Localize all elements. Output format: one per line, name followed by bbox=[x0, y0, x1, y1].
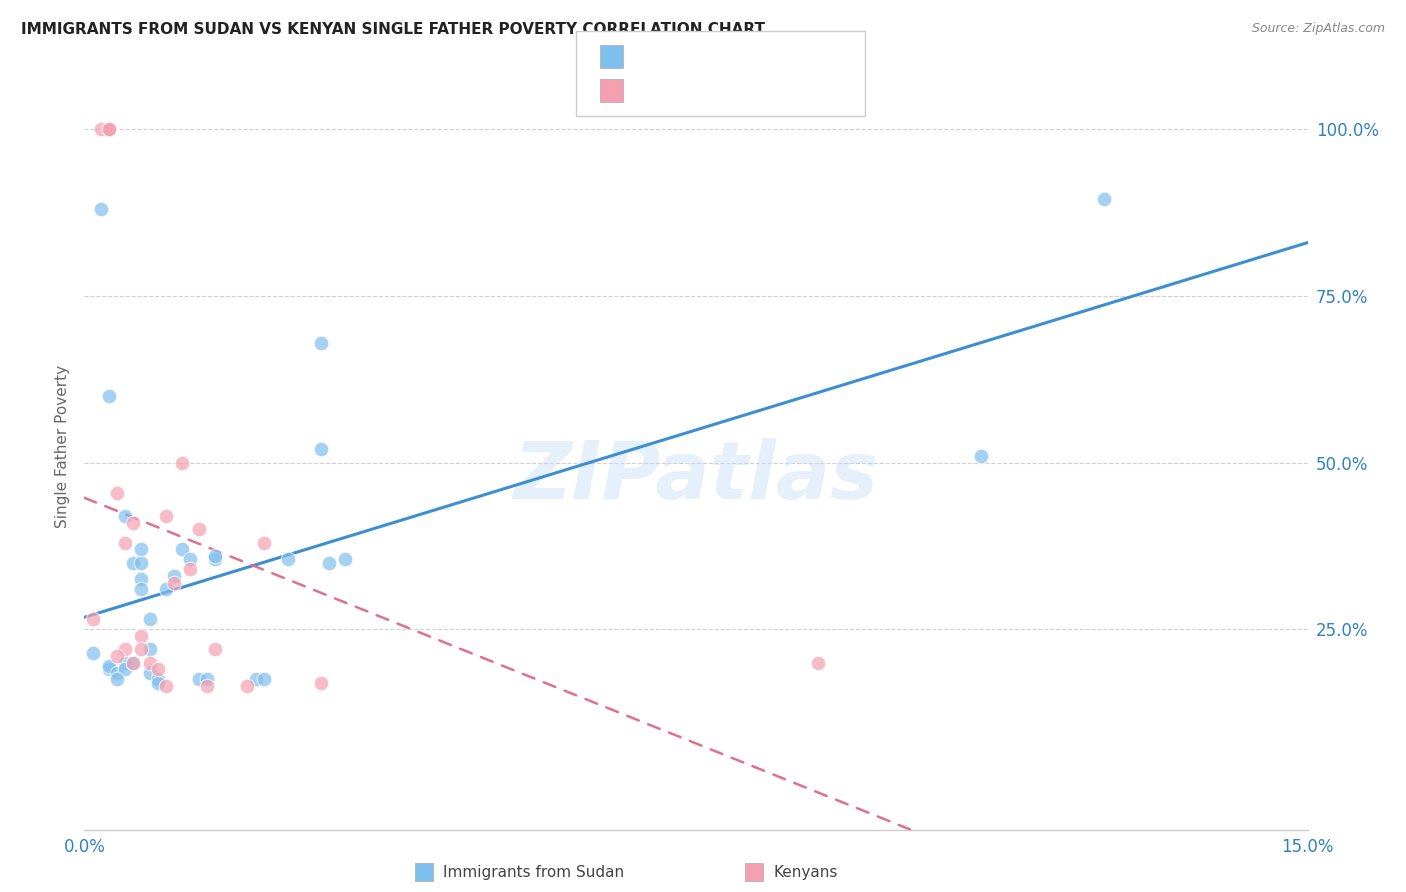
Point bbox=[277, 552, 299, 566]
Point bbox=[155, 582, 177, 597]
Point bbox=[114, 656, 136, 670]
Point bbox=[138, 612, 160, 626]
Point bbox=[131, 629, 153, 643]
Point bbox=[122, 656, 145, 670]
Point bbox=[122, 516, 145, 530]
Point bbox=[309, 675, 332, 690]
Point bbox=[204, 552, 226, 566]
Point bbox=[179, 562, 201, 576]
Point bbox=[163, 569, 186, 583]
Point bbox=[97, 122, 120, 136]
Point bbox=[1092, 192, 1115, 206]
Point bbox=[90, 202, 112, 217]
Point bbox=[90, 122, 112, 136]
Text: R = 0.223: R = 0.223 bbox=[634, 85, 710, 100]
Text: Kenyans: Kenyans bbox=[773, 864, 838, 880]
Point bbox=[155, 509, 177, 524]
Point bbox=[195, 679, 218, 693]
Text: IMMIGRANTS FROM SUDAN VS KENYAN SINGLE FATHER POVERTY CORRELATION CHART: IMMIGRANTS FROM SUDAN VS KENYAN SINGLE F… bbox=[21, 22, 765, 37]
Point bbox=[105, 485, 128, 500]
Point bbox=[138, 656, 160, 670]
Point bbox=[155, 679, 177, 693]
Point bbox=[131, 642, 153, 657]
Point bbox=[97, 659, 120, 673]
Point bbox=[105, 665, 128, 680]
Point bbox=[114, 535, 136, 549]
Point bbox=[146, 663, 169, 677]
Point bbox=[807, 656, 830, 670]
Point bbox=[114, 663, 136, 677]
Point bbox=[179, 552, 201, 566]
Point bbox=[163, 575, 186, 590]
Point bbox=[131, 556, 153, 570]
Point bbox=[204, 549, 226, 563]
Point bbox=[309, 442, 332, 457]
Point bbox=[131, 582, 153, 597]
Text: ZIPatlas: ZIPatlas bbox=[513, 438, 879, 516]
Point bbox=[146, 675, 169, 690]
Point bbox=[97, 122, 120, 136]
Text: N = 27: N = 27 bbox=[740, 85, 793, 100]
Point bbox=[187, 673, 209, 687]
Point bbox=[131, 542, 153, 557]
Point bbox=[236, 679, 259, 693]
Point bbox=[970, 449, 993, 463]
Point bbox=[97, 122, 120, 136]
Point bbox=[318, 556, 340, 570]
Point bbox=[172, 456, 194, 470]
Text: N = 38: N = 38 bbox=[740, 51, 793, 66]
Point bbox=[172, 542, 194, 557]
Point bbox=[122, 556, 145, 570]
Point bbox=[335, 552, 357, 566]
Point bbox=[146, 673, 169, 687]
Point bbox=[253, 535, 276, 549]
Point bbox=[309, 335, 332, 350]
Point bbox=[114, 509, 136, 524]
Point bbox=[187, 522, 209, 536]
Point bbox=[105, 673, 128, 687]
Point bbox=[82, 612, 104, 626]
Point bbox=[122, 656, 145, 670]
Y-axis label: Single Father Poverty: Single Father Poverty bbox=[55, 365, 70, 527]
Text: R = 0.502: R = 0.502 bbox=[634, 51, 710, 66]
Point bbox=[245, 673, 267, 687]
Point bbox=[97, 389, 120, 403]
Point bbox=[105, 649, 128, 664]
Point bbox=[204, 642, 226, 657]
Point bbox=[114, 642, 136, 657]
Point bbox=[138, 665, 160, 680]
Point bbox=[97, 663, 120, 677]
Point bbox=[138, 642, 160, 657]
Point bbox=[131, 573, 153, 587]
Text: Source: ZipAtlas.com: Source: ZipAtlas.com bbox=[1251, 22, 1385, 36]
Point bbox=[82, 646, 104, 660]
Point bbox=[195, 673, 218, 687]
Text: Immigrants from Sudan: Immigrants from Sudan bbox=[443, 864, 624, 880]
Point bbox=[253, 673, 276, 687]
